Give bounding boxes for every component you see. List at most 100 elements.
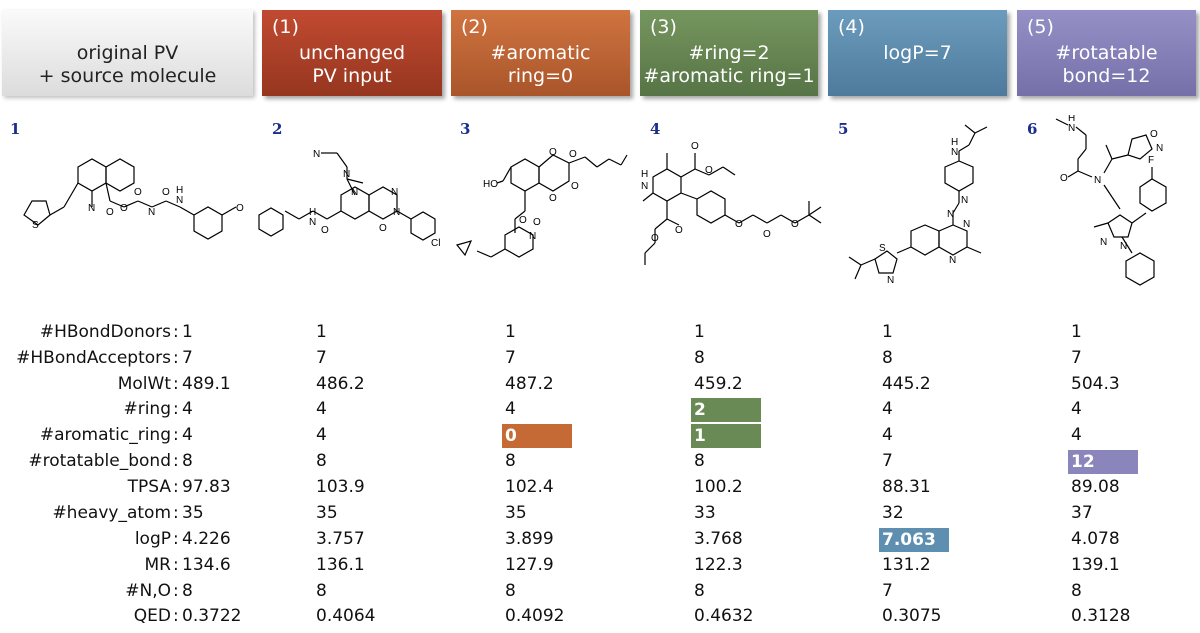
- header-title: original PV + source molecule: [38, 42, 217, 87]
- value-cell: 7: [882, 581, 893, 601]
- value-cell: 0.3722: [182, 606, 242, 626]
- atom-label: N: [1068, 123, 1075, 134]
- atom-label: O: [120, 203, 128, 214]
- value-cell: 8: [882, 348, 893, 368]
- value-cell: 89.08: [1071, 477, 1120, 497]
- atom-label: O: [321, 225, 329, 236]
- atom-label: N: [313, 149, 320, 160]
- row-colon: :: [173, 322, 179, 342]
- value-cell: 8: [316, 581, 327, 601]
- value-cell: 8: [505, 451, 516, 471]
- value-cell: 1: [505, 322, 516, 342]
- value-cell: 33: [694, 503, 716, 523]
- atom-label: N: [963, 219, 970, 230]
- atom-label: O: [106, 207, 114, 218]
- row-colon: :: [173, 348, 179, 368]
- value-cell: 8: [505, 581, 516, 601]
- atom-label: O: [763, 229, 771, 240]
- value-cell: 0.3128: [1071, 606, 1131, 626]
- molecule-structure-4: H N O O O O O O O: [635, 115, 835, 295]
- molecule-structure-6: H N O N N O N N F: [1020, 115, 1200, 300]
- row-colon: :: [173, 555, 179, 575]
- value-cell: 131.2: [882, 555, 931, 575]
- highlighted-value-cell: 1: [691, 424, 761, 448]
- atom-label: N: [393, 207, 400, 218]
- atom-label: O: [519, 215, 527, 226]
- row-colon: :: [173, 425, 179, 445]
- header-unchanged: (1) unchanged PV input: [262, 10, 442, 96]
- value-cell: 1: [882, 322, 893, 342]
- atom-label: N: [887, 275, 894, 286]
- atom-label: O: [549, 147, 557, 158]
- value-cell: 4: [316, 425, 327, 445]
- value-cell: 122.3: [694, 555, 743, 575]
- header-number: (1): [272, 16, 299, 38]
- header-title: #ring=2 #aromatic ring=1: [643, 42, 815, 87]
- atom-label: O: [571, 181, 579, 192]
- atom-label: N: [961, 195, 968, 206]
- header-rotatable-bond: (5) #rotatable bond=12: [1017, 10, 1196, 96]
- value-cell: 4: [182, 425, 193, 445]
- molecule-label: 5: [838, 120, 849, 138]
- row-label-rotatable-bond: #rotatable_bond: [28, 451, 171, 471]
- row-label-aromatic-ring: #aromatic_ring: [39, 425, 171, 445]
- atom-label: N: [529, 231, 536, 242]
- atom-label: O: [533, 217, 541, 228]
- value-cell: 1: [694, 322, 705, 342]
- highlighted-value-cell: 12: [1068, 450, 1138, 474]
- header-title: #aromatic ring=0: [490, 42, 591, 87]
- highlighted-value-cell: 2: [691, 398, 761, 422]
- value-cell: 3.768: [694, 529, 743, 549]
- header-logp: (4) logP=7: [828, 10, 1007, 96]
- row-label-n-o: #N,O: [125, 581, 171, 601]
- value-cell: 4.078: [1071, 529, 1120, 549]
- value-cell: 4: [505, 399, 516, 419]
- header-number: (5): [1027, 16, 1054, 38]
- value-cell: 1: [1071, 322, 1082, 342]
- atom-label: N: [343, 169, 350, 180]
- row-label-ring: #ring: [123, 399, 171, 419]
- header-number: (3): [650, 16, 677, 38]
- value-cell: 0.4064: [316, 606, 376, 626]
- row-colon: :: [173, 529, 179, 549]
- value-cell: 4: [1071, 399, 1082, 419]
- value-cell: 100.2: [694, 477, 743, 497]
- row-label-hbond-acceptors: #HBondAcceptors: [16, 348, 171, 368]
- atom-label: N: [947, 209, 954, 220]
- atom-label: S: [32, 220, 39, 231]
- atom-label: O: [1150, 129, 1158, 140]
- value-cell: 97.83: [182, 477, 231, 497]
- value-cell: 486.2: [316, 374, 365, 394]
- molecule-label: 2: [272, 120, 283, 138]
- atom-label: H: [951, 137, 958, 148]
- row-label-tpsa: TPSA: [127, 477, 171, 497]
- row-label-heavy-atom: #heavy_atom: [52, 503, 171, 523]
- value-cell: 35: [182, 503, 204, 523]
- atom-label: N: [1120, 241, 1127, 252]
- value-cell: 88.31: [882, 477, 931, 497]
- molecule-structure-5: H N N N N N S N: [835, 115, 1015, 300]
- atom-label: H: [309, 207, 316, 218]
- atom-label: N: [391, 187, 398, 198]
- row-colon: :: [173, 581, 179, 601]
- row-colon: :: [173, 503, 179, 523]
- atom-label: O: [705, 165, 713, 176]
- value-cell: 8: [316, 451, 327, 471]
- atom-label: HO: [483, 179, 498, 190]
- value-cell: 102.4: [505, 477, 554, 497]
- atom-label: N: [309, 217, 316, 228]
- row-label-qed: QED: [133, 606, 171, 626]
- atom-label: H: [1068, 115, 1075, 124]
- atom-label: O: [134, 187, 142, 198]
- value-cell: 3.899: [505, 529, 554, 549]
- row-label-logp: logP: [134, 529, 171, 549]
- header-number: (4): [838, 16, 865, 38]
- value-cell: 3.757: [316, 529, 365, 549]
- value-cell: 4: [882, 425, 893, 445]
- value-cell: 1: [182, 322, 193, 342]
- value-cell: 8: [182, 581, 193, 601]
- atom-label: N: [949, 255, 956, 266]
- molecule-label: 6: [1027, 120, 1038, 138]
- value-cell: 8: [694, 581, 705, 601]
- value-cell: 487.2: [505, 374, 554, 394]
